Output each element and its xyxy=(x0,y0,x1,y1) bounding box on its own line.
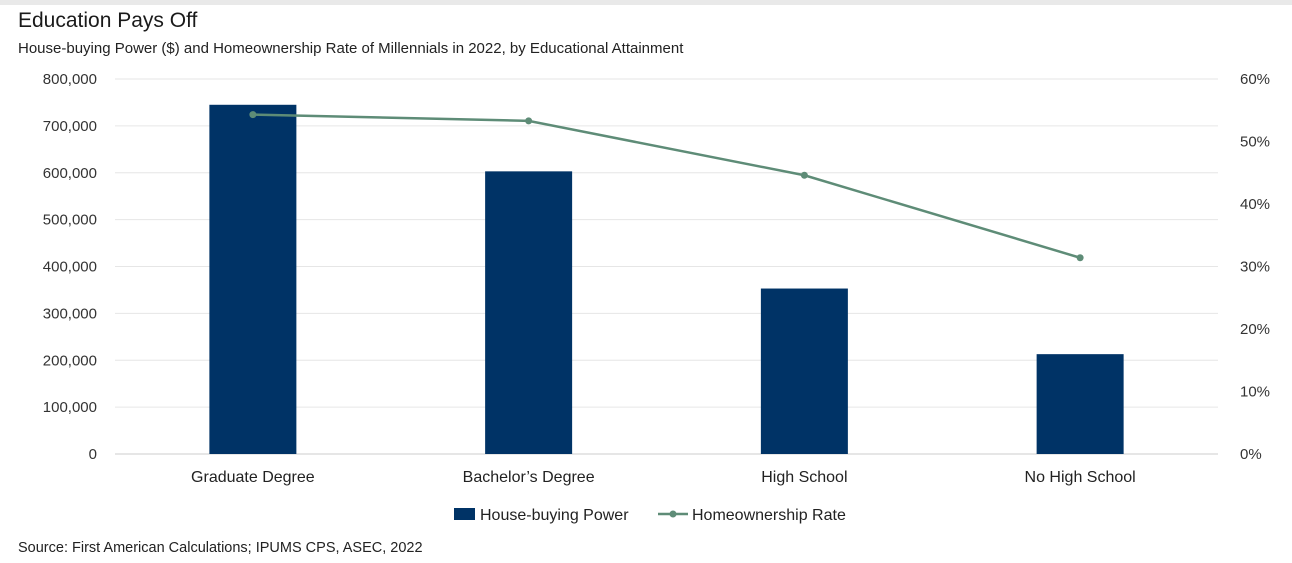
left-axis-ticks: 0 100,000 200,000 300,000 400,000 500,000 600,… xyxy=(43,71,97,463)
category-label: Graduate Degree xyxy=(191,469,315,486)
right-axis-ticks: 0% 10% 20% 30% 40% 50% 60% xyxy=(1240,71,1270,463)
top-border xyxy=(0,0,1292,5)
chart-title: Education Pays Off xyxy=(18,9,198,32)
line-point xyxy=(249,111,257,119)
right-axis-tick-label: 60% xyxy=(1240,71,1270,88)
line-series xyxy=(249,111,1084,262)
left-axis-tick-label: 500,000 xyxy=(43,212,97,229)
legend-label-line: Homeownership Rate xyxy=(692,507,846,524)
legend-swatch-point xyxy=(669,510,677,518)
right-axis-tick-label: 40% xyxy=(1240,196,1270,213)
line-point xyxy=(525,117,533,125)
chart-subtitle: House-buying Power ($) and Homeownership… xyxy=(18,40,684,57)
line-point xyxy=(800,171,808,179)
left-axis-tick-label: 600,000 xyxy=(43,165,97,182)
right-axis-tick-label: 10% xyxy=(1240,384,1270,401)
bar-series xyxy=(209,104,1124,454)
source-note: Source: First American Calculations; IPU… xyxy=(18,540,423,556)
category-labels: Graduate Degree Bachelor’s Degree High Sch… xyxy=(191,469,1136,486)
left-axis-tick-label: 800,000 xyxy=(43,71,97,88)
left-axis-tick-label: 0 xyxy=(89,446,97,463)
right-axis-tick-label: 30% xyxy=(1240,259,1270,276)
right-axis-tick-label: 20% xyxy=(1240,321,1270,338)
bar xyxy=(1036,354,1124,454)
right-axis-tick-label: 50% xyxy=(1240,134,1270,151)
left-axis-tick-label: 200,000 xyxy=(43,352,97,369)
category-label: Bachelor’s Degree xyxy=(463,469,595,486)
right-axis-tick-label: 0% xyxy=(1240,446,1262,463)
legend-label-bar: House-buying Power xyxy=(480,507,629,524)
category-label: No High School xyxy=(1025,469,1136,486)
bar xyxy=(760,288,848,454)
homeownership-line xyxy=(252,113,1081,259)
bar xyxy=(485,171,573,454)
left-axis-tick-label: 700,000 xyxy=(43,118,97,135)
bar xyxy=(209,104,297,454)
left-axis-tick-label: 400,000 xyxy=(43,259,97,276)
left-axis-tick-label: 100,000 xyxy=(43,399,97,416)
legend-swatch-bar xyxy=(454,508,475,520)
line-point xyxy=(1076,254,1084,262)
legend: House-buying Power Homeownership Rate xyxy=(454,507,846,524)
left-axis-tick-label: 300,000 xyxy=(43,305,97,322)
category-label: High School xyxy=(761,469,847,486)
gridlines xyxy=(115,78,1218,455)
